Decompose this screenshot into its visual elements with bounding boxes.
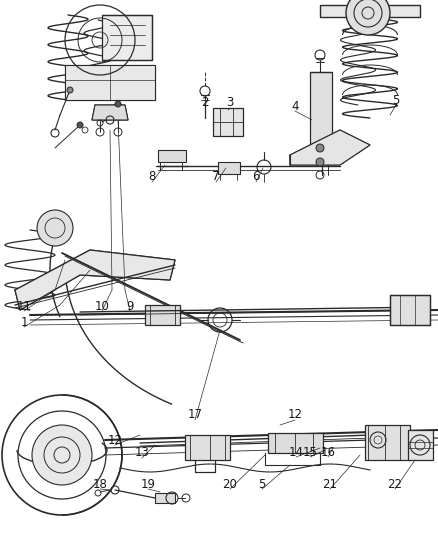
Circle shape — [115, 101, 121, 107]
Polygon shape — [65, 65, 155, 100]
Bar — [158, 150, 186, 162]
Bar — [145, 305, 180, 325]
Polygon shape — [92, 105, 128, 120]
Bar — [310, 72, 332, 150]
Bar — [102, 15, 152, 60]
Text: 4: 4 — [291, 100, 299, 112]
Bar — [320, 5, 420, 17]
Bar — [390, 295, 430, 325]
Bar — [185, 435, 230, 460]
Bar — [408, 430, 433, 460]
Text: 7: 7 — [212, 171, 220, 183]
Text: 12: 12 — [107, 433, 123, 447]
Text: 5: 5 — [392, 93, 400, 107]
Polygon shape — [15, 250, 175, 310]
Text: 9: 9 — [126, 300, 134, 312]
Text: 19: 19 — [141, 478, 155, 490]
Text: 16: 16 — [321, 446, 336, 458]
Text: 6: 6 — [252, 171, 260, 183]
Text: 2: 2 — [201, 95, 209, 109]
Circle shape — [32, 425, 92, 485]
Bar — [218, 162, 240, 174]
Text: 1: 1 — [20, 316, 28, 328]
Circle shape — [67, 87, 73, 93]
Circle shape — [77, 122, 83, 128]
Text: 17: 17 — [187, 408, 202, 422]
Text: 5: 5 — [258, 478, 266, 490]
Bar — [213, 108, 243, 136]
Text: 11: 11 — [17, 300, 32, 312]
Text: 8: 8 — [148, 171, 155, 183]
Polygon shape — [290, 130, 370, 165]
Text: 12: 12 — [287, 408, 303, 422]
Circle shape — [37, 210, 73, 246]
Text: 18: 18 — [92, 478, 107, 490]
Bar — [155, 493, 175, 503]
Text: 22: 22 — [388, 478, 403, 490]
Circle shape — [316, 144, 324, 152]
Bar — [365, 425, 410, 460]
Text: 20: 20 — [223, 478, 237, 490]
Text: 13: 13 — [134, 447, 149, 459]
Circle shape — [346, 0, 390, 35]
Text: 10: 10 — [95, 300, 110, 312]
Bar — [268, 433, 323, 453]
Text: 14: 14 — [289, 446, 304, 458]
Text: 15: 15 — [303, 446, 318, 458]
Text: 21: 21 — [322, 478, 338, 490]
Text: 3: 3 — [226, 96, 234, 109]
Circle shape — [316, 158, 324, 166]
